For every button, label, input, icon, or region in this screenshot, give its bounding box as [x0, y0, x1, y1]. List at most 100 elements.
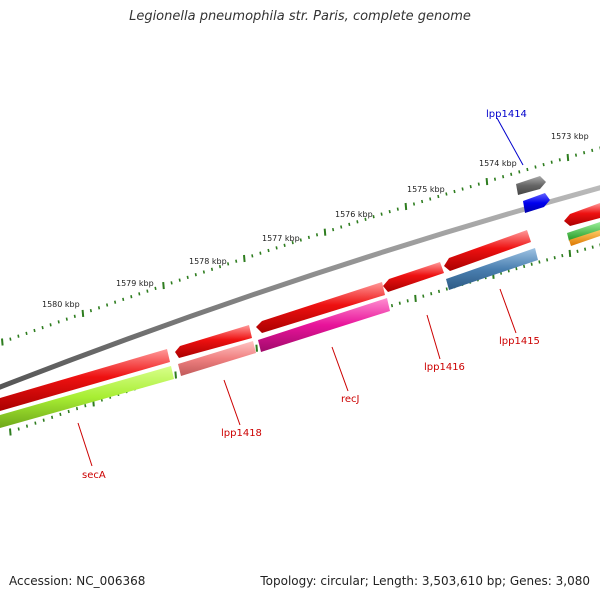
outer-scale-tick [154, 286, 157, 291]
inner-scale-tick [515, 266, 518, 271]
accession-text: Accession: NC_006368 [9, 574, 146, 588]
outer-scale-tick [122, 297, 125, 302]
outer-scale-tick [186, 275, 189, 280]
outer-scale-tick [526, 167, 529, 172]
label-lpp1414[interactable]: lpp1414 [486, 109, 527, 120]
gene-lpp1415-red[interactable] [444, 230, 531, 271]
outer-scale-tick [429, 197, 432, 201]
label-recj[interactable]: recJ [341, 394, 360, 405]
outer-scale-tick [170, 281, 173, 285]
outer-scale-tick [49, 323, 52, 327]
outer-scale-tick [307, 235, 310, 240]
outer-scale-tick [518, 170, 521, 174]
outer-scale-tick [453, 189, 456, 194]
leader-lpp1415 [499, 288, 517, 334]
gene-labels: lpp1414 lpp1415 lpp1416 recJ lpp1418 sec… [82, 109, 540, 481]
scale-label-1580: 1580 kbp [42, 300, 80, 309]
outer-scale-tick [33, 328, 36, 333]
inner-scale-tick [576, 249, 579, 253]
inner-scale-tick [437, 289, 441, 294]
outer-scale-tick [469, 184, 472, 189]
inner-scale-tick [34, 421, 37, 425]
outer-scale-tick [194, 273, 197, 277]
inner-scale-tick [561, 253, 564, 258]
scale-label-1578: 1578 kbp [189, 257, 227, 266]
scale-label-1573: 1573 kbp [551, 132, 589, 141]
gene-right-edge[interactable] [564, 203, 600, 246]
outer-scale-tick [251, 254, 254, 258]
outer-scale-tick [259, 251, 262, 255]
outer-scale-tick [583, 151, 586, 155]
outer-scale-tick [267, 248, 270, 253]
scale-label-1577: 1577 kbp [262, 234, 300, 243]
scale-label-1575: 1575 kbp [407, 185, 445, 194]
outer-scale-tick [17, 334, 20, 338]
outer-scale-tick [477, 182, 480, 186]
outer-scale-tick [178, 278, 181, 282]
gene-lpp1418[interactable] [178, 341, 256, 376]
gene-lpp1418-red[interactable] [175, 325, 252, 358]
gene-recj-red[interactable] [256, 282, 385, 333]
gene-recj[interactable] [258, 298, 390, 352]
outer-scale-tick [130, 295, 133, 299]
label-seca[interactable]: secA [82, 470, 106, 481]
outer-scale-tick [542, 162, 545, 167]
genome-backbone [0, 185, 600, 390]
gene-lpp1416-red[interactable] [383, 262, 444, 292]
gene-seca-red[interactable] [0, 349, 170, 411]
inner-scale-tick [406, 299, 409, 303]
inner-scale-tick [530, 262, 533, 266]
outer-scale-tick [340, 225, 343, 229]
inner-scale-tick [174, 371, 177, 379]
outer-scale-tick [106, 303, 109, 307]
outer-scale-tick [332, 227, 335, 232]
cds-track-red [0, 230, 531, 411]
label-leaders [77, 117, 524, 467]
inner-scale-tick [584, 247, 587, 251]
outer-scale-tick [356, 220, 359, 224]
inner-scale-tick [67, 409, 70, 414]
outer-scale-tick [81, 309, 85, 317]
outer-scale-tick [57, 320, 60, 324]
outer-scale-tick [162, 282, 165, 290]
outer-scale-tick [396, 207, 399, 211]
gene-seca[interactable] [0, 366, 174, 428]
outer-scale-tick [89, 308, 92, 313]
leader-lpp1416 [426, 314, 441, 360]
outer-scale-tick [404, 202, 408, 211]
outer-scale-tick [146, 289, 149, 293]
outer-scale-tick [380, 212, 383, 216]
leader-recj [331, 346, 349, 392]
outer-scale-tick [202, 270, 205, 274]
outer-scale-tick [348, 222, 351, 227]
outer-scale-tick [9, 337, 12, 341]
label-lpp1418[interactable]: lpp1418 [221, 428, 262, 439]
scale-labels: 1573 kbp 1574 kbp 1575 kbp 1576 kbp 1577… [42, 132, 589, 309]
inner-scale-tick [568, 249, 572, 257]
outer-scale-tick [534, 165, 537, 169]
inner-scale-tick [538, 260, 541, 264]
scale-label-1576: 1576 kbp [335, 210, 373, 219]
outer-scale-tick [138, 292, 141, 296]
outer-scale-tick [73, 314, 76, 318]
inner-scale-tick [430, 292, 433, 296]
inner-scale-tick [422, 294, 425, 298]
scale-label-1579: 1579 kbp [116, 279, 154, 288]
inner-scale-tick [523, 264, 526, 269]
outer-scale-tick [210, 267, 214, 271]
gene-lpp1415[interactable] [446, 248, 538, 290]
outer-scale-tick [235, 259, 238, 263]
outer-scale-tick [65, 317, 68, 321]
label-lpp1415[interactable]: lpp1415 [499, 336, 540, 347]
outer-scale-tick [502, 175, 505, 179]
outer-scale-tick [510, 172, 513, 176]
label-lpp1416[interactable]: lpp1416 [424, 362, 465, 373]
outer-scale-tick [283, 243, 286, 247]
gene-lpp1414[interactable] [516, 176, 550, 213]
outer-scale-tick [315, 233, 319, 237]
outer-scale-tick [25, 331, 28, 336]
outer-scale-tick [461, 187, 464, 191]
inner-scale-tick [75, 406, 79, 411]
outer-scale-tick [275, 246, 278, 250]
